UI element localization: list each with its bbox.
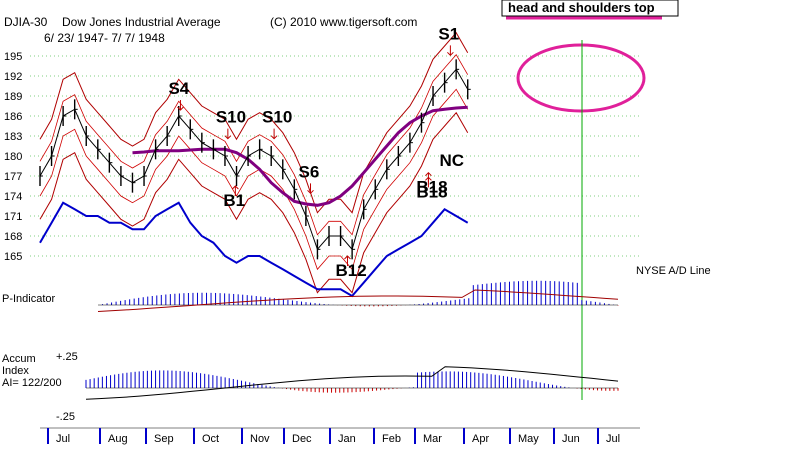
annotation-box <box>501 0 679 17</box>
signal-arrow <box>224 128 232 140</box>
signal-label: S10 <box>216 108 246 127</box>
accum-tick-plus: +.25 <box>56 351 78 363</box>
accum-index-average <box>85 366 619 400</box>
y-tick-label: 192 <box>4 71 22 83</box>
signal-arrow <box>307 183 314 195</box>
y-tick-label: 180 <box>4 151 22 163</box>
chart-date-range: 6/ 23/ 1947- 7/ 7/ 1948 <box>44 31 165 45</box>
x-tick-label: Jan <box>338 433 356 445</box>
price-band <box>39 54 469 236</box>
signal-label: B1 <box>223 191 245 210</box>
x-tick-label: Jul <box>606 433 620 445</box>
price-band <box>39 31 469 214</box>
y-tick-label: 186 <box>4 111 22 123</box>
x-tick-label: Nov <box>250 433 270 445</box>
djia-line <box>39 68 469 251</box>
signal-label: S1 <box>438 24 459 43</box>
p-indicator-average <box>97 289 619 312</box>
x-tick-label: Jul <box>56 433 70 445</box>
signal-arrow <box>270 128 278 140</box>
signal-arrow <box>344 255 351 266</box>
signal-arrow <box>177 100 184 111</box>
series-layer <box>39 59 471 298</box>
x-tick-label: Jun <box>562 433 580 445</box>
x-tick-label: Mar <box>423 433 442 445</box>
signal-label: S6 <box>299 162 320 181</box>
y-tick-label: 165 <box>4 251 22 263</box>
signal-label: B18 <box>416 182 447 201</box>
y-tick-label: 183 <box>4 131 22 143</box>
chart-symbol: DJIA-30 <box>4 15 48 29</box>
y-tick-label: 195 <box>4 51 22 63</box>
price-band <box>39 111 469 294</box>
x-tick-label: Feb <box>382 433 401 445</box>
y-tick-label: 177 <box>4 171 22 183</box>
signal-arrow <box>232 185 239 196</box>
x-tick-label: Apr <box>472 433 489 445</box>
y-tick-label: 189 <box>4 91 22 103</box>
accum-label-1: Accum <box>2 353 36 365</box>
annotation-text: head and shoulders top <box>508 0 655 15</box>
y-tick-label: 171 <box>4 211 22 223</box>
y-tick-label: 168 <box>4 231 22 243</box>
y-axis: 195 192 189 186 183 180 177 174 171 168 … <box>4 51 22 263</box>
x-tick-label: Dec <box>292 433 312 445</box>
y-tick-label: 174 <box>4 191 22 203</box>
accum-label-2: Index <box>2 365 29 377</box>
price-band <box>39 88 469 271</box>
gridlines <box>30 55 640 257</box>
x-tick-label: May <box>518 433 539 445</box>
chart-title: Dow Jones Industrial Average <box>62 15 221 29</box>
price-bands <box>39 31 469 294</box>
ad-line-legend: NYSE A/D Line <box>636 265 711 277</box>
x-axis: Jul Aug Sep Oct Nov Dec Jan Feb Mar Apr May Jun Jul <box>47 428 620 445</box>
signal-label: B12 <box>335 261 366 280</box>
ad-line <box>39 201 469 298</box>
signal-label: NC <box>440 151 465 170</box>
signal-label: B18 <box>416 178 447 197</box>
head-shoulders-ellipse <box>516 43 646 113</box>
signal-arrow <box>447 45 454 57</box>
signal-label: S10 <box>262 108 292 127</box>
x-tick-label: Oct <box>202 433 219 445</box>
x-tick-label: Sep <box>154 433 174 445</box>
chart-copyright: (C) 2010 www.tigersoft.com <box>270 15 417 29</box>
accum-tick-minus: -.25 <box>56 411 75 423</box>
x-tick-label: Aug <box>108 433 128 445</box>
signal-label: S4 <box>168 79 189 98</box>
accum-label-3: AI= 122/200 <box>2 377 62 389</box>
accum-index-panel <box>85 366 619 400</box>
p-indicator-panel <box>97 280 619 312</box>
signal-arrow <box>425 176 432 188</box>
p-indicator-label: P-Indicator <box>2 293 56 305</box>
